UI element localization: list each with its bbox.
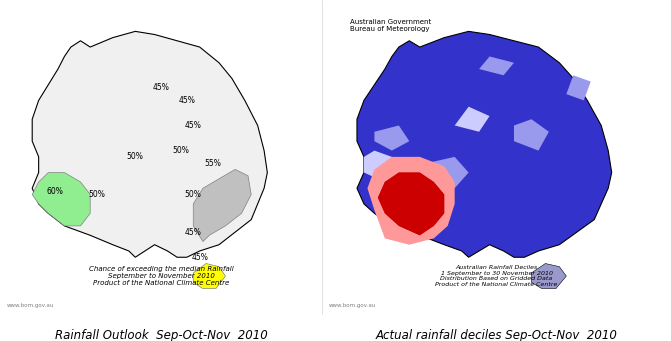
Text: 55%: 55% [204, 159, 221, 168]
PathPatch shape [32, 173, 90, 226]
Text: 60%: 60% [46, 187, 63, 196]
Text: 50%: 50% [172, 146, 189, 155]
Polygon shape [566, 75, 590, 100]
Text: 45%: 45% [191, 253, 208, 262]
Text: Actual rainfall deciles Sep-Oct-Nov  2010: Actual rainfall deciles Sep-Oct-Nov 2010 [376, 329, 617, 341]
Text: www.bom.gov.au: www.bom.gov.au [329, 303, 376, 309]
Text: Chance of exceeding the median Rainfall
September to November 2010
Product of th: Chance of exceeding the median Rainfall … [89, 266, 234, 286]
PathPatch shape [368, 157, 455, 245]
PathPatch shape [378, 173, 444, 235]
Text: Australian Rainfall Deciles
1 September to 30 November 2010
Distribution Based o: Australian Rainfall Deciles 1 September … [435, 265, 558, 287]
Text: 45%: 45% [178, 96, 195, 105]
Polygon shape [479, 57, 514, 75]
Polygon shape [514, 119, 549, 151]
Polygon shape [364, 151, 399, 182]
Text: 50%: 50% [127, 152, 144, 161]
Text: Australian Government
Bureau of Meteorology: Australian Government Bureau of Meteorol… [350, 19, 431, 32]
PathPatch shape [531, 264, 566, 288]
Polygon shape [374, 125, 409, 151]
PathPatch shape [193, 169, 251, 241]
Polygon shape [427, 157, 468, 188]
Polygon shape [455, 107, 490, 132]
Text: 45%: 45% [152, 83, 170, 92]
Text: www.bom.gov.au: www.bom.gov.au [7, 303, 54, 309]
Text: 45%: 45% [185, 121, 202, 130]
PathPatch shape [32, 31, 267, 257]
PathPatch shape [357, 31, 612, 257]
PathPatch shape [378, 173, 444, 235]
Text: 50%: 50% [88, 190, 105, 199]
Text: 45%: 45% [185, 228, 202, 237]
PathPatch shape [193, 264, 225, 288]
Text: 50%: 50% [185, 190, 202, 199]
Text: Rainfall Outlook  Sep-Oct-Nov  2010: Rainfall Outlook Sep-Oct-Nov 2010 [54, 329, 268, 341]
